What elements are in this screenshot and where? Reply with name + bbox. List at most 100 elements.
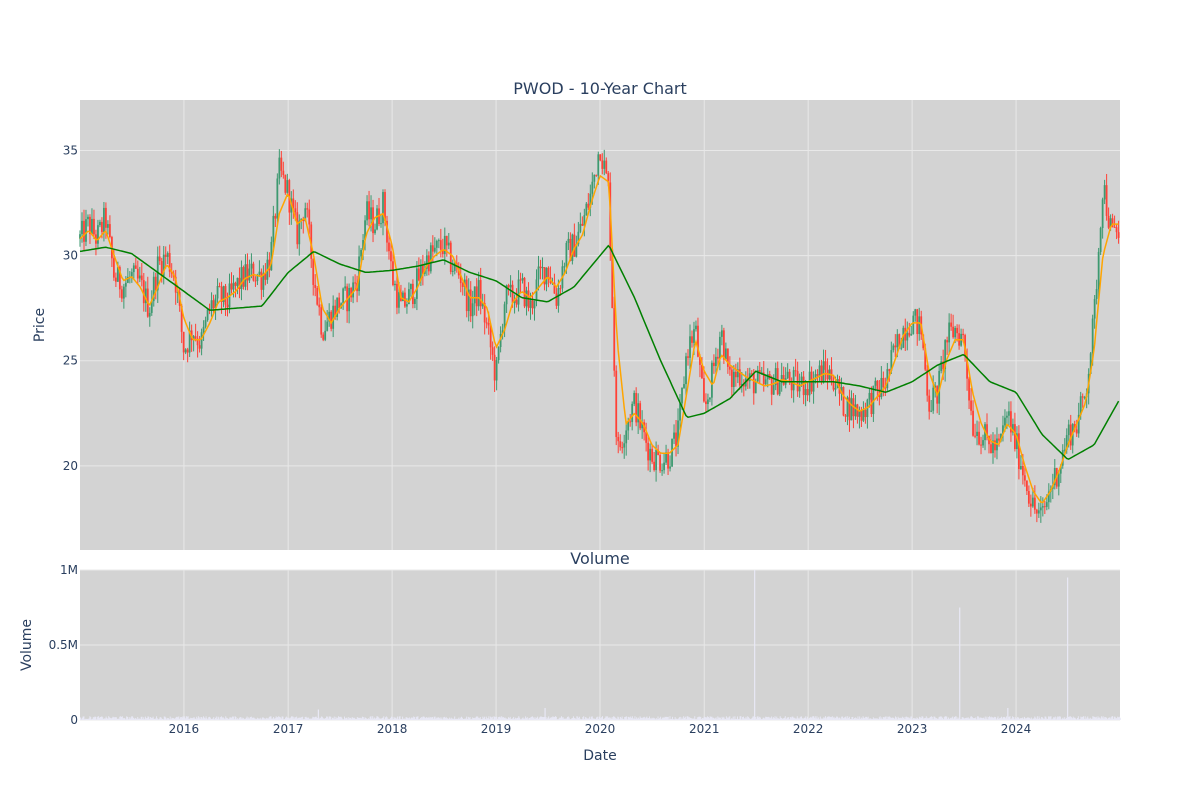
candle-body [1019,466,1022,470]
volume-bar [150,717,152,720]
candle-body [916,309,919,335]
volume-bar [1069,716,1071,720]
candle-body [445,235,448,246]
volume-bar [385,716,387,720]
candle-body [1101,199,1104,229]
volume-bar [462,718,464,720]
volume-bar [395,717,397,720]
candle-body [603,160,606,169]
candle-body [557,288,560,306]
volume-bar [342,719,344,720]
volume-bar [85,718,87,720]
volume-bar [660,719,662,720]
volume-bar [351,717,353,720]
volume-bar [208,717,210,720]
volume-bar [522,717,524,720]
volume-bar [111,717,113,720]
volume-bar [871,718,873,720]
volume-bar [296,716,298,720]
candle-body [1053,468,1056,486]
volume-bar [443,716,445,720]
volume-bar [167,718,169,720]
volume-bar [433,716,435,720]
candle-body [756,370,759,382]
volume-bar [370,716,372,720]
volume-bar [982,718,984,720]
x-tick-label: 2016 [169,722,200,736]
volume-bar [704,717,706,720]
candle-body [982,440,984,446]
volume-bar [631,717,633,720]
volume-bar [644,718,646,720]
candle-body [260,271,263,290]
candle-body [896,334,899,348]
volume-bar [161,718,163,720]
volume-bar [839,717,841,720]
volume-bar [1024,718,1026,720]
volume-bar [420,717,422,720]
candle-body [715,356,717,367]
volume-bar [1059,716,1061,720]
candle-body [1065,435,1068,450]
candle-body [591,181,594,194]
volume-bar [135,718,137,720]
volume-bar [253,717,255,720]
candle-body [876,380,879,390]
price-axis-title: Price [32,308,48,342]
volume-bar [822,718,824,720]
volume-bar [1103,718,1105,720]
volume-bar [154,718,156,720]
volume-bar [993,717,995,720]
candle-body [754,381,757,394]
volume-bar [760,719,762,720]
volume-bar [921,716,923,720]
candle-body [808,371,811,396]
volume-bar [790,717,792,720]
volume-bar [1059,716,1061,720]
candle-body [497,347,500,361]
volume-bar [1049,716,1051,720]
volume-bar [468,717,470,720]
volume-bar [226,718,228,720]
volume-bar [906,717,908,720]
candle-body [489,325,492,348]
volume-bar [344,718,346,720]
volume-bar [1088,718,1090,720]
volume-bar [802,718,804,720]
volume-bar [283,719,285,720]
candle-body [296,212,299,245]
candle-body [665,452,667,463]
candle-body [1079,396,1082,415]
candle-body [318,304,321,308]
volume-bar [848,718,850,720]
volume-bar [597,718,599,720]
volume-bar [599,717,601,720]
volume-bar [592,718,594,720]
candle-body [980,444,982,446]
volume-spike-bar [1067,577,1069,720]
volume-bar [197,716,199,720]
volume-bar [1048,716,1050,720]
candle-body [256,274,259,281]
volume-bar [1028,717,1030,720]
volume-bar [807,719,809,720]
volume-bar [997,716,999,720]
volume-bar [307,717,309,720]
candle-body [272,215,275,242]
candle-body [645,432,648,443]
volume-bar [1031,719,1033,720]
candle-body [475,286,478,307]
candle-body [541,267,544,269]
volume-bar [102,717,104,720]
candle-body [188,330,191,353]
volume-bar [211,718,213,720]
candle-body [441,249,444,255]
volume-bar [618,717,620,720]
volume-bar [554,716,556,720]
volume-bar [722,717,724,720]
volume-bar [866,717,868,720]
candle-body [978,431,980,445]
volume-bar [210,718,212,720]
volume-bar [368,718,370,720]
volume-bar [110,718,112,720]
